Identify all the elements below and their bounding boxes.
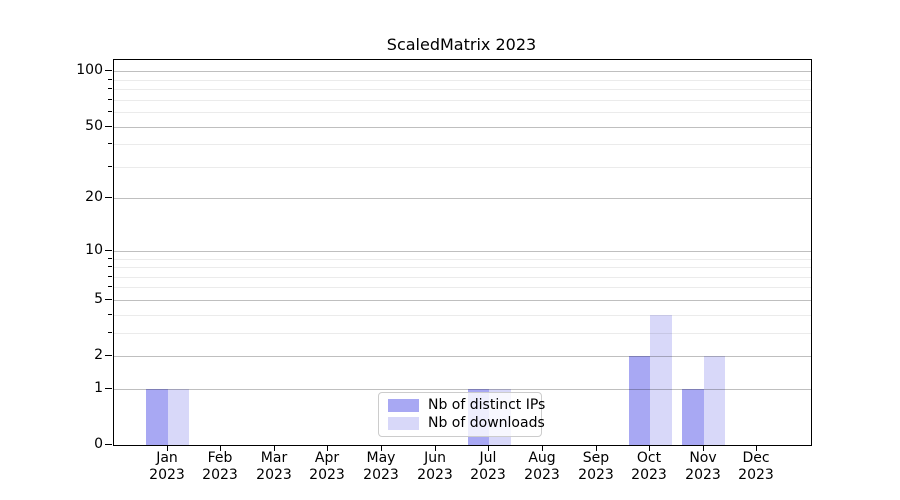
y-minor-tick-mark-80 (108, 88, 112, 89)
y-minor-tick-mark-40 (108, 143, 112, 144)
x-tick-label-jun: Jun 2023 (417, 450, 453, 483)
y-tick-mark-20 (105, 197, 112, 198)
minor-gridline-y60 (114, 112, 811, 114)
y-tick-mark-50 (105, 126, 112, 127)
x-tick-label-sep: Sep 2023 (578, 450, 614, 483)
x-tick-label-jan: Jan 2023 (149, 450, 185, 483)
y-tick-mark-0 (105, 444, 112, 445)
legend-label-distinct-ips: Nb of distinct IPs (428, 397, 546, 414)
x-tick-label-may: May 2023 (363, 450, 399, 483)
gridline-y100 (114, 71, 811, 73)
x-tick-label-aug: Aug 2023 (524, 450, 560, 483)
x-tick-label-dec: Dec 2023 (738, 450, 774, 483)
y-tick-label-5: 5 (94, 291, 103, 307)
bar-oct-downloads (650, 314, 672, 445)
gridline-y5 (114, 299, 811, 301)
y-minor-tick-mark-7 (108, 276, 112, 277)
y-minor-tick-mark-9 (108, 258, 112, 259)
bar-jan-downloads (167, 388, 190, 445)
minor-gridline-y70 (114, 99, 811, 101)
y-minor-tick-mark-8 (108, 266, 112, 267)
y-tick-label-0: 0 (94, 436, 103, 452)
x-tick-mark-dec (756, 445, 757, 451)
x-tick-mark-may (381, 445, 382, 451)
x-tick-mark-aug (542, 445, 543, 451)
legend: Nb of distinct IPs Nb of downloads (378, 392, 545, 437)
x-tick-mark-nov (703, 445, 704, 451)
legend-entry-distinct-ips: Nb of distinct IPs (388, 397, 545, 414)
x-tick-mark-apr (327, 445, 328, 451)
y-tick-label-20: 20 (85, 189, 103, 205)
minor-gridline-y9 (114, 258, 811, 260)
minor-gridline-y80 (114, 89, 811, 91)
minor-gridline-y3 (114, 332, 811, 334)
y-tick-label-100: 100 (76, 62, 103, 78)
plot-area (113, 59, 812, 446)
x-tick-mark-jul (488, 445, 489, 451)
y-tick-label-10: 10 (85, 242, 103, 258)
y-tick-label-1: 1 (94, 380, 103, 396)
y-tick-mark-100 (105, 70, 112, 71)
minor-gridline-y4 (114, 314, 811, 316)
y-tick-label-2: 2 (94, 347, 103, 363)
minor-gridline-y8 (114, 267, 811, 268)
bar-jan-distinct-ips (146, 388, 168, 445)
x-tick-mark-jun (435, 445, 436, 451)
x-tick-mark-jan (167, 445, 168, 451)
y-minor-tick-mark-70 (108, 99, 112, 100)
legend-swatch-distinct-ips (388, 399, 419, 413)
bar-oct-distinct-ips (628, 356, 651, 445)
y-minor-tick-mark-3 (108, 332, 112, 333)
chart-title: ScaledMatrix 2023 (386, 35, 537, 54)
gridline-y20 (114, 198, 811, 200)
minor-gridline-y30 (114, 166, 811, 168)
minor-gridline-y6 (114, 287, 811, 289)
x-tick-label-nov: Nov 2023 (685, 450, 721, 483)
x-tick-mark-feb (220, 445, 221, 451)
gridline-y10 (114, 250, 811, 252)
x-tick-label-jul: Jul 2023 (470, 450, 506, 483)
x-tick-label-apr: Apr 2023 (309, 450, 345, 483)
minor-gridline-y90 (114, 79, 811, 81)
legend-label-downloads: Nb of downloads (428, 414, 545, 431)
gridline-y50 (114, 126, 811, 128)
gridline-y1 (114, 388, 811, 390)
x-tick-label-mar: Mar 2023 (256, 450, 292, 483)
x-tick-label-feb: Feb 2023 (202, 450, 238, 483)
minor-gridline-y7 (114, 276, 811, 278)
legend-entry-downloads: Nb of downloads (388, 415, 545, 432)
gridline-y2 (114, 356, 811, 357)
y-tick-mark-5 (105, 299, 112, 300)
y-tick-mark-10 (105, 250, 112, 251)
y-minor-tick-mark-60 (108, 111, 112, 112)
y-tick-mark-1 (105, 388, 112, 389)
bar-nov-downloads (703, 356, 726, 445)
y-minor-tick-mark-90 (108, 79, 112, 80)
y-tick-mark-2 (105, 355, 112, 356)
x-tick-mark-mar (274, 445, 275, 451)
bar-nov-distinct-ips (682, 388, 704, 445)
y-tick-label-50: 50 (85, 118, 103, 134)
y-minor-tick-mark-6 (108, 286, 112, 287)
minor-gridline-y40 (114, 144, 811, 146)
x-tick-mark-oct (649, 445, 650, 451)
y-minor-tick-mark-30 (108, 166, 112, 167)
legend-swatch-downloads (388, 416, 419, 430)
x-tick-label-oct: Oct 2023 (631, 450, 667, 483)
x-tick-mark-sep (596, 445, 597, 451)
y-minor-tick-mark-4 (108, 314, 112, 315)
